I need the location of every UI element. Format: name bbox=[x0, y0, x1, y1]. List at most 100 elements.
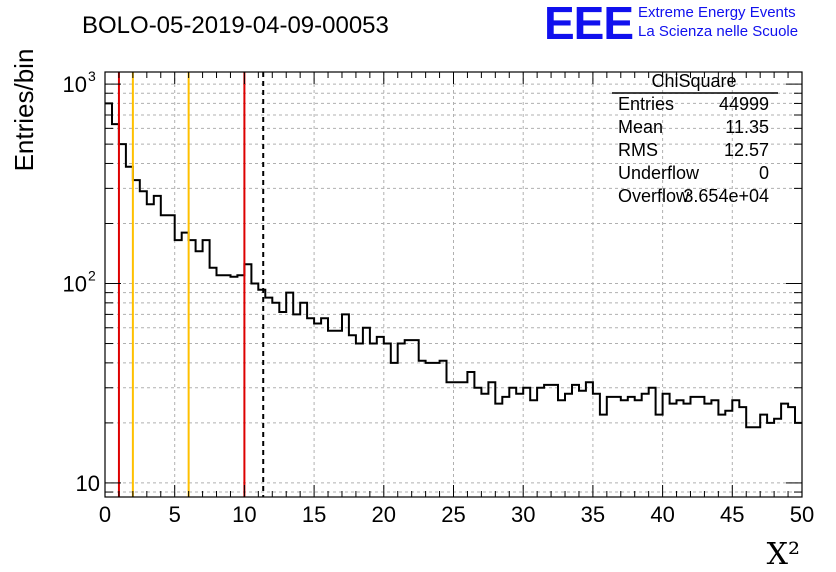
histogram-bin bbox=[363, 328, 370, 497]
stats-value: 0 bbox=[759, 163, 769, 183]
stats-value: 44999 bbox=[719, 94, 769, 114]
histogram-bin bbox=[300, 303, 307, 497]
histogram-series bbox=[105, 102, 802, 497]
histogram-bin bbox=[607, 397, 614, 497]
histogram-bin bbox=[342, 314, 349, 497]
histogram-bin bbox=[509, 388, 516, 497]
histogram-bin bbox=[272, 303, 279, 497]
histogram-bin bbox=[279, 312, 286, 497]
histogram-bin bbox=[349, 335, 356, 497]
histogram-bin bbox=[161, 215, 168, 497]
histogram-bin bbox=[440, 361, 447, 497]
stats-label: Mean bbox=[618, 117, 663, 137]
stats-title: ChiSquare bbox=[651, 71, 736, 91]
y-tick-label: 10 bbox=[63, 272, 87, 297]
stats-value: 11.35 bbox=[725, 117, 769, 137]
stats-label: Entries bbox=[618, 94, 674, 114]
histogram-bin bbox=[697, 397, 704, 497]
histogram-bin bbox=[572, 385, 579, 497]
histogram-bin bbox=[718, 415, 725, 497]
histogram-bin bbox=[217, 275, 224, 497]
histogram-bin bbox=[788, 407, 795, 497]
histogram-bin bbox=[656, 415, 663, 497]
histogram-bin bbox=[168, 215, 175, 497]
histogram-bin bbox=[119, 144, 126, 497]
histogram-bin bbox=[774, 419, 781, 497]
stats-label: Underflow bbox=[618, 163, 700, 183]
histogram-bin bbox=[474, 388, 481, 497]
histogram-bin bbox=[649, 388, 656, 497]
eee-logo-text: Extreme Energy Events La Scienza nelle S… bbox=[638, 3, 798, 41]
histogram-bin bbox=[286, 293, 293, 497]
histogram-bin bbox=[175, 240, 182, 497]
histogram-bin bbox=[565, 394, 572, 497]
histogram-bin bbox=[551, 385, 558, 497]
x-tick-label: 45 bbox=[720, 502, 744, 527]
histogram-bin bbox=[433, 363, 440, 497]
y-tick-exponent: 2 bbox=[88, 268, 96, 284]
histogram-bin bbox=[544, 385, 551, 497]
histogram-bin bbox=[335, 331, 342, 497]
stats-value: 12.57 bbox=[724, 140, 769, 160]
histogram-bin bbox=[753, 427, 760, 497]
histogram-bin bbox=[105, 103, 112, 497]
histogram-bin bbox=[140, 191, 147, 497]
x-tick-label: 5 bbox=[169, 502, 181, 527]
histogram-bin bbox=[405, 340, 412, 497]
histogram-bin bbox=[614, 397, 621, 497]
y-tick-exponent: 3 bbox=[88, 68, 96, 84]
histogram-bin bbox=[516, 394, 523, 497]
histogram-bin bbox=[154, 196, 161, 497]
histogram-bin bbox=[460, 382, 467, 497]
histogram-bin bbox=[293, 314, 300, 497]
histogram-bin bbox=[112, 124, 119, 497]
histogram-bin bbox=[189, 240, 196, 497]
x-tick-label: 10 bbox=[232, 502, 256, 527]
x-tick-label: 30 bbox=[511, 502, 535, 527]
histogram-bin bbox=[690, 397, 697, 497]
histogram-bin bbox=[126, 167, 133, 497]
histogram-bin bbox=[767, 423, 774, 497]
histogram-bin bbox=[307, 318, 314, 497]
histogram-bin bbox=[502, 397, 509, 497]
histogram-bin bbox=[579, 391, 586, 497]
histogram-bin bbox=[230, 277, 237, 497]
histogram-bin bbox=[356, 344, 363, 497]
histogram-bin bbox=[419, 361, 426, 497]
histogram-bin bbox=[481, 394, 488, 497]
histogram-bin bbox=[795, 423, 802, 497]
histogram-bin bbox=[746, 427, 753, 497]
histogram-bin bbox=[328, 331, 335, 497]
x-tick-label: 20 bbox=[372, 502, 396, 527]
stats-label: RMS bbox=[618, 140, 658, 160]
y-tick-label: 10 bbox=[63, 72, 87, 97]
stats-box: ChiSquare Entries 44999 Mean 11.35 RMS 12.57 Un… bbox=[612, 71, 778, 206]
histogram-bin bbox=[258, 290, 265, 497]
x-tick-label: 35 bbox=[581, 502, 605, 527]
reference-lines bbox=[117, 72, 265, 497]
histogram-bin bbox=[467, 372, 474, 497]
chart-title: BOLO-05-2019-04-09-00053 bbox=[82, 12, 389, 39]
histogram-bin bbox=[223, 275, 230, 497]
eee-logo-line2: La Scienza nelle Scuole bbox=[638, 23, 799, 40]
x-tick-label: 25 bbox=[441, 502, 465, 527]
histogram-bin bbox=[391, 363, 398, 497]
histogram-bin bbox=[537, 388, 544, 497]
x-tick-label: 40 bbox=[650, 502, 674, 527]
histogram-bin bbox=[628, 397, 635, 497]
histogram-bin bbox=[454, 382, 461, 497]
histogram-bin bbox=[488, 382, 495, 497]
histogram-bin bbox=[210, 268, 217, 497]
histogram-bin bbox=[523, 388, 530, 497]
histogram-bin bbox=[398, 344, 405, 497]
grid bbox=[105, 72, 802, 497]
histogram-bin bbox=[760, 415, 767, 497]
eee-logo: EEE bbox=[544, 0, 634, 49]
histogram-bin bbox=[426, 363, 433, 497]
histogram-bin bbox=[600, 415, 607, 497]
x-tick-label: 0 bbox=[99, 502, 111, 527]
histogram-bin bbox=[196, 251, 203, 497]
histogram-bin bbox=[147, 204, 154, 497]
